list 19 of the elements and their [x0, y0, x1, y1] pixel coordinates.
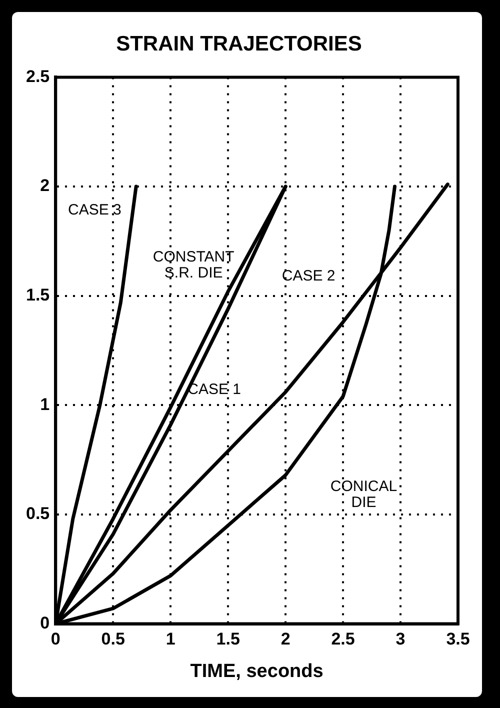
series-label: CASE 3	[68, 202, 122, 219]
y-tick-label: 1	[40, 394, 50, 414]
x-tick-label: 3.5	[446, 630, 470, 649]
x-tick-label: 2.5	[331, 630, 355, 649]
y-tick-label: 0	[40, 613, 50, 632]
y-tick-label: 1.5	[26, 286, 50, 305]
text: CONICAL DIE	[330, 478, 398, 511]
series-label: CASE 2	[282, 267, 336, 284]
x-axis-title: TIME, seconds	[190, 660, 324, 682]
x-tick-label: 1.5	[216, 630, 240, 649]
y-tick-label: 0.5	[26, 504, 50, 524]
chart-title: STRAIN TRAJECTORIES	[116, 32, 362, 56]
x-tick-label: 0.5	[101, 630, 125, 649]
x-tick-label: 3	[396, 630, 406, 649]
x-tick-label: 1	[166, 630, 176, 649]
series-label: CONSTANT S.R. DIE	[152, 248, 234, 282]
y-tick-label: 2	[40, 176, 50, 196]
y-tick-label: 2.5	[26, 66, 50, 86]
x-tick-label: 2	[280, 630, 290, 649]
